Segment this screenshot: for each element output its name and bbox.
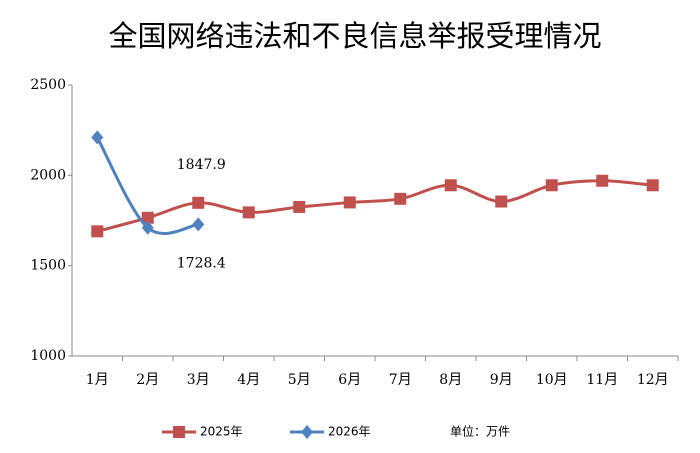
x-tick-label: 6月 <box>338 372 361 388</box>
data-point <box>596 174 609 187</box>
legend-marker <box>173 426 185 438</box>
x-tick-label: 8月 <box>439 372 462 388</box>
series-line <box>96 179 653 233</box>
data-point <box>192 217 205 232</box>
x-tick-label: 3月 <box>187 372 210 388</box>
y-tick-label: 1000 <box>30 348 66 364</box>
data-point <box>646 179 659 192</box>
data-label: 1728.4 <box>177 255 226 271</box>
data-point <box>495 195 508 208</box>
x-tick-label: 10月 <box>536 372 568 388</box>
x-tick-label: 1月 <box>86 372 109 388</box>
x-tick-label: 7月 <box>389 372 412 388</box>
x-tick-label: 9月 <box>490 372 513 388</box>
data-point <box>141 220 154 235</box>
x-tick-label: 2月 <box>136 372 159 388</box>
data-point <box>91 130 104 145</box>
y-tick-label: 2500 <box>30 77 66 93</box>
data-label: 1847.9 <box>177 157 226 173</box>
legend-label: 2026年 <box>328 425 371 439</box>
data-point <box>242 206 255 219</box>
chart-title: 全国网络违法和不良信息举报受理情况 <box>108 19 601 53</box>
x-tick-label: 5月 <box>288 372 311 388</box>
y-tick-label: 2000 <box>30 167 66 183</box>
x-tick-label: 4月 <box>237 372 260 388</box>
data-point <box>394 192 407 205</box>
legend-label: 2025年 <box>200 425 243 439</box>
x-tick-label: 11月 <box>586 372 618 388</box>
data-point <box>293 200 306 213</box>
data-point <box>141 211 154 224</box>
x-tick-label: 12月 <box>637 372 669 388</box>
data-point <box>343 196 356 209</box>
data-point <box>192 196 205 209</box>
y-tick-label: 1500 <box>30 258 66 274</box>
data-point <box>444 179 457 192</box>
data-point <box>545 179 558 192</box>
data-point <box>91 225 104 238</box>
legend-marker <box>301 425 313 439</box>
annotation: 单位：万件 <box>450 424 510 439</box>
